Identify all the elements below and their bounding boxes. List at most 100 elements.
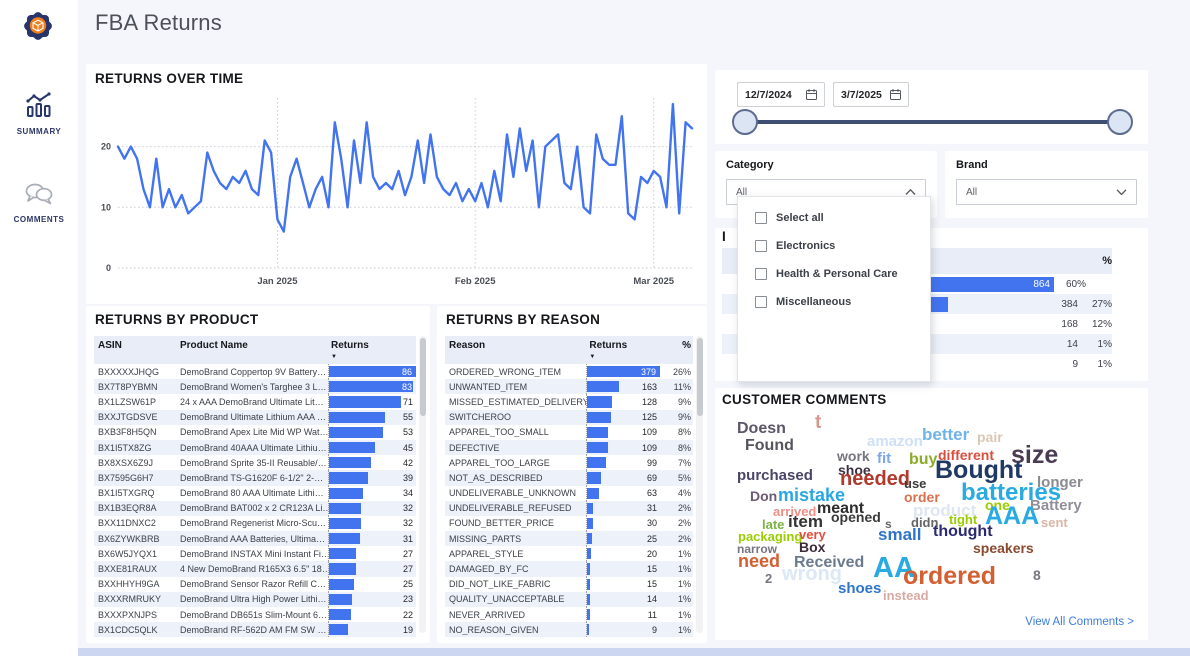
reason-table-row[interactable]: DID_NOT_LIKE_FABRIC 15 1%	[445, 576, 693, 592]
product-table-row[interactable]: BX6ZYWKBRB DemoBrand AAA Batteries, Ultim…	[94, 531, 416, 547]
slider-handle-end[interactable]	[1107, 109, 1133, 135]
cloud-word[interactable]: Box	[799, 539, 826, 555]
cloud-word[interactable]: late	[762, 517, 785, 532]
reason-table-row[interactable]: DEFECTIVE 109 8%	[445, 439, 693, 456]
cloud-word[interactable]: AAA	[985, 502, 1040, 530]
checkbox-icon[interactable]	[755, 268, 767, 280]
column-header-returns[interactable]: Returns ▼	[586, 341, 660, 362]
column-header-asin[interactable]: ASIN	[98, 340, 122, 351]
cloud-word[interactable]: packaging	[738, 529, 803, 544]
product-table-row[interactable]: BXXJTGDSVE DemoBrand Ultimate Lithium AAA…	[94, 409, 416, 425]
cloud-word[interactable]: narrow	[737, 542, 778, 556]
slider-handle-start[interactable]	[732, 109, 758, 135]
view-all-comments-link[interactable]: View All Comments >	[1025, 616, 1134, 628]
sidebar-item-comments[interactable]: COMMENTS	[0, 182, 78, 224]
cloud-word[interactable]: sent	[1041, 515, 1068, 530]
cloud-word[interactable]: 8	[1033, 567, 1041, 583]
sidebar-item-summary[interactable]: SUMMARY	[0, 92, 78, 136]
date-range-slider[interactable]	[732, 109, 1133, 135]
brand-select[interactable]: All	[956, 179, 1137, 205]
reason-table-row[interactable]: SWITCHEROO 125 9%	[445, 409, 693, 425]
product-table-scrollbar[interactable]	[419, 336, 426, 633]
cloud-word[interactable]: purchased	[737, 467, 813, 484]
product-table-row[interactable]: BX1LZSW61P 24 x AAA DemoBrand Ultimate Li…	[94, 394, 416, 410]
scrollbar-thumb[interactable]	[696, 338, 703, 416]
product-table-row[interactable]: BXX11DNXC2 DemoBrand Regenerist Micro-Scu…	[94, 515, 416, 532]
cloud-word[interactable]: pair	[977, 429, 1003, 445]
cloud-word[interactable]: wrong	[782, 563, 842, 585]
cloud-word[interactable]: shoe	[838, 462, 871, 478]
dropdown-option-select-all[interactable]: Select all	[738, 206, 930, 230]
cloud-word[interactable]: tight	[949, 512, 978, 527]
cloud-word[interactable]: small	[878, 525, 922, 544]
column-header-reason[interactable]: Reason	[449, 341, 486, 351]
reason-table-row[interactable]: APPAREL_TOO_SMALL 109 8%	[445, 424, 693, 440]
checkbox-icon[interactable]	[755, 296, 767, 308]
cloud-word[interactable]: longer	[1037, 474, 1083, 491]
cloud-word[interactable]: 2	[765, 571, 773, 586]
cloud-word[interactable]: need	[738, 551, 781, 571]
reason-table-row[interactable]: UNWANTED_ITEM 163 11%	[445, 379, 693, 395]
product-table-row[interactable]: BX7T8PYBMN DemoBrand Women's Targhee 3 L……	[94, 379, 416, 395]
cloud-word[interactable]: Battery	[1030, 497, 1082, 514]
reason-table-row[interactable]: QUALITY_UNACCEPTABLE 14 1%	[445, 591, 693, 607]
product-table-row[interactable]: BX1I5TX8ZG DemoBrand 40AAA Ultimate Lithi…	[94, 439, 416, 456]
bottom-scroll-strip[interactable]	[78, 648, 1190, 656]
column-header-product-name[interactable]: Product Name	[180, 341, 248, 351]
cloud-word[interactable]: product	[913, 501, 977, 520]
reason-table-row[interactable]: NO_REASON_GIVEN 9 1%	[445, 622, 693, 638]
cloud-word[interactable]: thought	[933, 523, 993, 540]
cloud-word[interactable]: amazon	[867, 433, 923, 450]
dropdown-option-electronics[interactable]: Electronics	[738, 234, 930, 258]
product-table-row[interactable]: BX1B3EQR8A DemoBrand BAT002 x 2 CR123A Li…	[94, 500, 416, 516]
cloud-word[interactable]: better	[922, 425, 970, 444]
reason-table-row[interactable]: ORDERED_WRONG_ITEM 379 26%	[445, 364, 693, 380]
cloud-word[interactable]: instead	[883, 588, 929, 603]
checkbox-icon[interactable]	[755, 240, 767, 252]
reason-table-row[interactable]: MISSED_ESTIMATED_DELIVERY 128 9%	[445, 394, 693, 410]
cloud-word[interactable]: Doesn	[737, 420, 786, 437]
cloud-word[interactable]: needed	[840, 468, 911, 490]
cloud-word[interactable]: t	[815, 412, 822, 433]
checkbox-icon[interactable]	[755, 212, 767, 224]
product-table-row[interactable]: BX7595G6H7 DemoBrand TS-G1620F 6-1/2" 2-……	[94, 470, 416, 486]
cloud-word[interactable]: s	[885, 517, 892, 531]
product-table-row[interactable]: BXB3F8H5QN DemoBrand Apex Lite Mid WP Wat…	[94, 424, 416, 440]
product-table-row[interactable]: BXXXXXJHQG DemoBrand Coppertop 9V Battery…	[94, 364, 416, 380]
product-table-row[interactable]: BXXXRMRUKY DemoBrand Ultra High Power Lit…	[94, 591, 416, 607]
cloud-word[interactable]: meant	[817, 500, 865, 517]
cloud-word[interactable]: Received	[794, 554, 865, 571]
cloud-word[interactable]: batteries	[961, 479, 1062, 506]
cloud-word[interactable]: Found	[745, 437, 794, 454]
column-header-pct[interactable]: %	[1102, 255, 1112, 267]
scrollbar-thumb[interactable]	[419, 338, 426, 416]
product-table-row[interactable]: BX8XSX6Z9J DemoBrand Sprite 35-II Reusabl…	[94, 455, 416, 471]
cloud-word[interactable]: arrived	[773, 504, 817, 519]
dropdown-option-health-personal-care[interactable]: Health & Personal Care	[738, 262, 930, 286]
cloud-word[interactable]: shoes	[838, 580, 882, 597]
dropdown-option-miscellaneous[interactable]: Miscellaneous	[738, 290, 930, 314]
reason-table-row[interactable]: APPAREL_STYLE 20 1%	[445, 546, 693, 562]
reason-table-row[interactable]: UNDELIVERABLE_UNKNOWN 63 4%	[445, 485, 693, 501]
product-table-row[interactable]: BXXE81RAUX 4 New DemoBrand R165X3 6.5" 18…	[94, 561, 416, 577]
reason-table-row[interactable]: APPAREL_TOO_LARGE 99 7%	[445, 455, 693, 471]
returns-line-chart[interactable]: 0 10 20 Jan 2025 Feb 2025 Mar 2025	[92, 90, 700, 294]
cloud-word[interactable]: very	[799, 527, 826, 542]
reason-table-row[interactable]: NEVER_ARRIVED 11 1%	[445, 607, 693, 623]
product-table-row[interactable]: BX1I5TXGRQ DemoBrand 80 AAA Ultimate Lith…	[94, 485, 416, 501]
cloud-word[interactable]: opened	[831, 509, 881, 525]
cloud-word[interactable]: use	[904, 476, 927, 491]
reason-table-row[interactable]: DAMAGED_BY_FC 15 1%	[445, 561, 693, 577]
product-table-row[interactable]: BX1CDC5QLK DemoBrand RF-562D AM FM SW … 19	[94, 622, 416, 638]
start-date-input[interactable]: 12/7/2024	[737, 82, 825, 107]
cloud-word[interactable]: one	[985, 497, 1010, 513]
cloud-word[interactable]: item	[788, 512, 823, 531]
cloud-word[interactable]: mistake	[778, 485, 846, 505]
cloud-word[interactable]: didn	[911, 515, 939, 530]
column-header-pct[interactable]: %	[682, 340, 692, 351]
cloud-word[interactable]: work	[837, 448, 870, 464]
cloud-word[interactable]: speakers	[973, 540, 1034, 556]
product-table-row[interactable]: BX6W5JYQX1 DemoBrand INSTAX Mini Instant …	[94, 546, 416, 562]
reason-table-scrollbar[interactable]	[696, 336, 703, 633]
column-header-returns[interactable]: Returns ▼	[328, 341, 416, 362]
